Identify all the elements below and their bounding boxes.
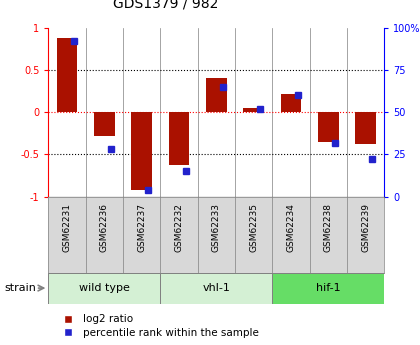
Text: GSM62235: GSM62235	[249, 203, 258, 252]
Text: GSM62239: GSM62239	[361, 203, 370, 252]
Bar	[57, 38, 77, 112]
Bar	[243, 108, 264, 112]
Text: GSM62238: GSM62238	[324, 203, 333, 252]
Bar	[48, 273, 160, 304]
Bar	[355, 112, 376, 144]
Bar	[160, 273, 272, 304]
Text: GSM62232: GSM62232	[174, 203, 184, 252]
Bar	[272, 273, 384, 304]
Text: strain: strain	[4, 283, 36, 293]
Legend: log2 ratio, percentile rank within the sample: log2 ratio, percentile rank within the s…	[53, 310, 263, 342]
Text: vhl-1: vhl-1	[202, 283, 230, 293]
Text: wild type: wild type	[79, 283, 130, 293]
Text: GSM62234: GSM62234	[286, 203, 295, 252]
Bar	[281, 93, 301, 112]
Text: hif-1: hif-1	[316, 283, 341, 293]
Bar	[131, 112, 152, 190]
Text: GSM62236: GSM62236	[100, 203, 109, 252]
Bar	[206, 78, 226, 112]
Bar	[318, 112, 339, 142]
Text: GSM62231: GSM62231	[63, 203, 71, 252]
Text: GSM62237: GSM62237	[137, 203, 146, 252]
Text: GSM62233: GSM62233	[212, 203, 221, 252]
Bar	[169, 112, 189, 165]
Text: GDS1379 / 982: GDS1379 / 982	[113, 0, 218, 10]
Bar	[94, 112, 115, 136]
